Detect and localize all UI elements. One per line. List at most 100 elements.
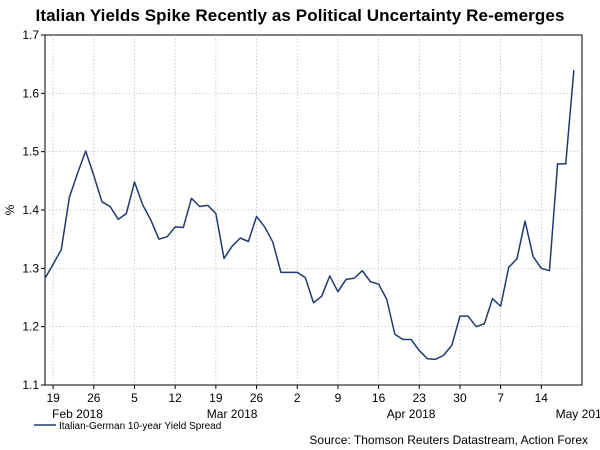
data-point [214,212,217,215]
data-point [499,305,502,308]
x-tick-label: 7 [497,391,504,405]
series-line [44,69,575,361]
data-point [279,271,282,274]
data-point [84,150,87,153]
data-point [174,225,177,228]
x-tick-label: 23 [413,391,427,405]
data-point [271,241,274,244]
x-tick-label: 19 [46,391,60,405]
data-point [572,69,575,72]
data-point [418,349,421,352]
data-point [125,212,128,215]
data-point [353,277,356,280]
data-point [564,162,567,165]
x-tick-label: 14 [535,391,549,405]
month-label: May 2018 [556,407,600,421]
x-tick-label: 26 [87,391,101,405]
data-point [361,269,364,272]
month-label: Mar 2018 [207,407,258,421]
data-point [255,215,258,218]
data-point [556,162,559,165]
x-tick-label: 5 [131,391,138,405]
x-tick-label: 19 [209,391,223,405]
data-point [166,235,169,238]
x-tick-label: 16 [372,391,386,405]
y-tick-label: 1.1 [22,378,39,392]
data-point [442,354,445,357]
data-point [434,358,437,361]
month-label: Apr 2018 [387,407,436,421]
x-tick-label: 2 [294,391,301,405]
data-point [60,248,63,251]
data-point [133,181,136,184]
data-point [467,315,470,318]
y-tick-label: 1.2 [22,320,39,334]
x-tick-label: 30 [453,391,467,405]
x-tick-label: 26 [250,391,264,405]
data-point [92,174,95,177]
data-point [44,277,47,280]
data-point [52,263,55,266]
data-point [426,357,429,360]
legend: Italian-German 10-year Yield Spread [34,421,221,432]
data-point [336,290,339,293]
data-point [475,325,478,328]
y-axis: 1.1 1.2 1.3 1.4 1.5 1.6 1.7 [22,28,45,392]
data-point [247,240,250,243]
data-point [231,245,234,248]
data-point [141,203,144,206]
data-point [507,266,510,269]
data-point [369,280,372,283]
source-note: Source: Thomson Reuters Datastream, Acti… [309,433,588,447]
data-point [548,269,551,272]
y-axis-label: % [3,204,17,215]
data-point [182,226,185,229]
y-tick-label: 1.6 [22,86,39,100]
data-point [223,257,226,260]
x-axis: 19 26 5 12 19 26 2 9 16 23 30 7 14 Feb 2018 Mar 2018 Ap… [46,385,600,421]
chart-title: Italian Yields Spike Recently as Politic… [35,6,565,25]
data-point [320,295,323,298]
data-point [524,220,527,223]
data-point [68,196,71,199]
y-tick-label: 1.3 [22,261,39,275]
y-tick-label: 1.7 [22,28,39,42]
data-point [157,238,160,241]
x-tick-label: 12 [169,391,183,405]
data-point [532,255,535,258]
legend-label: Italian-German 10-year Yield Spread [59,421,221,432]
data-point [385,298,388,301]
data-point [377,283,380,286]
data-point [190,197,193,200]
data-point [100,200,103,203]
month-label: Feb 2018 [52,407,103,421]
data-point [450,344,453,347]
data-point [117,218,120,221]
data-point [296,271,299,274]
data-point [304,276,307,279]
y-tick-label: 1.4 [22,203,39,217]
data-point [410,338,413,341]
data-point [239,237,242,240]
data-point [263,225,266,228]
data-point [345,278,348,281]
x-tick-label: 9 [335,391,342,405]
data-point [458,315,461,318]
data-point [402,338,405,341]
data-point [149,218,152,221]
data-point [312,301,315,304]
series [44,69,575,361]
grid-lines [45,35,582,385]
data-point [515,258,518,261]
data-point [288,271,291,274]
data-point [198,205,201,208]
data-point [206,204,209,207]
data-point [491,297,494,300]
data-point [109,205,112,208]
y-tick-label: 1.5 [22,145,39,159]
data-point [76,172,79,175]
data-point [483,322,486,325]
data-point [393,333,396,336]
data-point [540,267,543,270]
